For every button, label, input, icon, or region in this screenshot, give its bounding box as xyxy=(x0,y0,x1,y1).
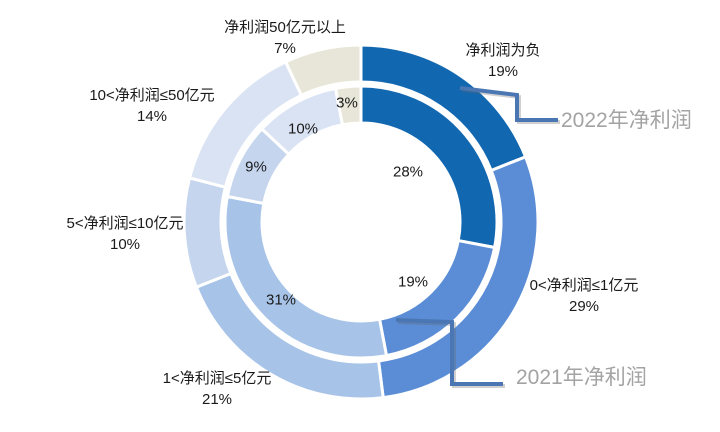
inner-ring-data-label-4: 10% xyxy=(288,121,318,138)
segment-inner-5 xyxy=(334,84,363,127)
category-name: 净利润50亿元以上 xyxy=(224,19,346,36)
category-label-0-1: 0<净利润≤1亿元 29% xyxy=(530,275,639,317)
category-percent: 14% xyxy=(136,108,168,125)
category-name: 5<净利润≤10亿元 xyxy=(66,215,184,232)
category-name: 1<净利润≤5亿元 xyxy=(162,370,272,387)
inner-ring-data-label-2: 31% xyxy=(266,292,296,309)
inner-ring-data-label-5: 3% xyxy=(336,95,358,112)
category-name: 0<净利润≤1亿元 xyxy=(529,277,639,294)
inner-ring-data-label-1: 19% xyxy=(398,274,428,291)
category-name: 10<净利润≤50亿元 xyxy=(89,87,215,104)
series-callout-label-2021: 2021年净利润 xyxy=(516,366,647,389)
callout-line-2022 xyxy=(459,86,558,122)
category-label-10-50: 10<净利润≤50亿元 14% xyxy=(89,85,214,127)
category-percent: 7% xyxy=(274,40,296,57)
category-percent: 10% xyxy=(109,236,141,253)
category-label-50plus: 净利润50亿元以上 7% xyxy=(224,17,346,59)
series-callout-label-2022: 2022年净利润 xyxy=(561,109,692,132)
category-label-negative: 净利润为负 19% xyxy=(465,40,540,82)
category-percent: 21% xyxy=(201,391,233,408)
segment-outer-3 xyxy=(182,176,233,289)
category-label-5-10: 5<净利润≤10亿元 10% xyxy=(66,213,183,255)
category-percent: 19% xyxy=(487,63,519,80)
category-label-1-5: 1<净利润≤5亿元 21% xyxy=(163,368,272,410)
callout-line-2021 xyxy=(395,318,503,386)
category-percent: 29% xyxy=(568,298,600,315)
segment-outer-5 xyxy=(284,43,363,97)
inner-ring-data-label-3: 9% xyxy=(245,159,267,176)
category-name: 净利润为负 xyxy=(465,42,541,59)
inner-ring-data-label-0: 28% xyxy=(393,164,423,181)
